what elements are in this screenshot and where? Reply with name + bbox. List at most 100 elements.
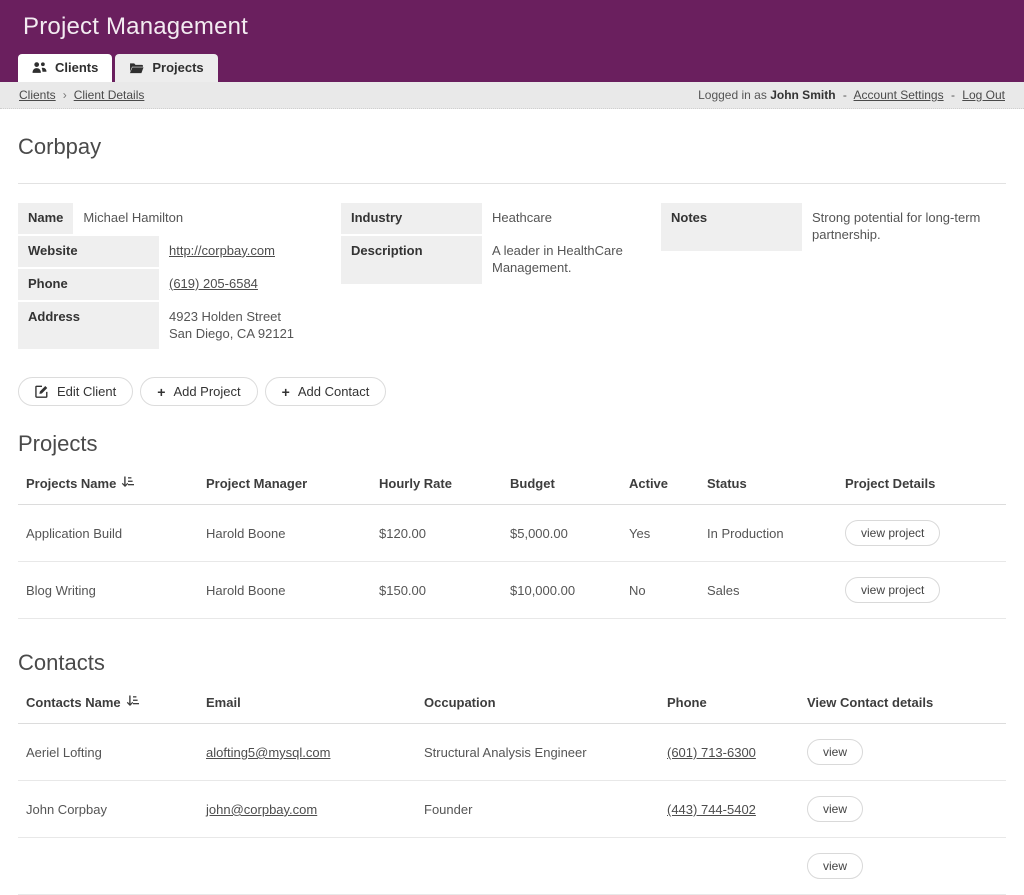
breadcrumb-link-clients[interactable]: Clients <box>19 88 56 102</box>
status: In Production <box>699 504 837 563</box>
contact-email-link[interactable]: alofting5@mysql.com <box>206 744 331 760</box>
hourly-rate: $120.00 <box>371 504 502 563</box>
add-project-button[interactable]: + Add Project <box>140 377 258 407</box>
session-prefix: Logged in as <box>698 88 767 102</box>
phone-link[interactable]: (619) 205-6584 <box>169 275 258 291</box>
contact-email-link[interactable]: john@corpbay.com <box>206 801 318 817</box>
table-row: view <box>18 837 1006 895</box>
folder-open-icon <box>129 62 144 74</box>
project-manager: Harold Boone <box>198 561 371 620</box>
website-link[interactable]: http://corpbay.com <box>169 242 275 258</box>
session-username: John Smith <box>770 88 836 102</box>
button-label: Add Contact <box>297 384 370 400</box>
view-contact-button[interactable]: view <box>807 739 864 766</box>
page-title: Project Management <box>23 13 249 40</box>
column-header: Active <box>621 463 699 506</box>
detail-row-phone: Phone (619) 205-6584 <box>18 268 341 300</box>
contact-occupation: Founder <box>416 780 659 839</box>
topbar: Clients › Client Details Logged in as John… <box>0 82 1024 109</box>
name-label: Name <box>18 203 74 234</box>
phone-label: Phone <box>18 268 159 300</box>
column-header: Project Manager <box>198 463 371 506</box>
budget: $5,000.00 <box>502 504 621 563</box>
table-row: Application Build Harold Boone $120.00 $… <box>18 504 1006 563</box>
active: Yes <box>621 504 699 563</box>
log-out-link[interactable]: Log Out <box>962 88 1005 102</box>
contact-name: Aeriel Lofting <box>18 723 198 782</box>
client-name-heading: Corbpay <box>18 134 102 159</box>
session-info: Logged in as John Smith - Account Settin… <box>698 88 1005 102</box>
button-label: Add Project <box>173 384 241 400</box>
view-project-button[interactable]: view project <box>845 520 941 547</box>
sort-icon[interactable] <box>126 695 139 710</box>
column-header: Phone <box>659 682 799 725</box>
budget: $10,000.00 <box>502 561 621 620</box>
industry-label: Industry <box>341 203 482 234</box>
tab-label: Clients <box>55 60 99 75</box>
projects-table: Projects Name Project Manager Hourly Rat… <box>18 463 1006 620</box>
table-row: John Corpbay john@corpbay.com Founder (4… <box>18 780 1006 839</box>
column-header: Hourly Rate <box>371 463 502 506</box>
hourly-rate: $150.00 <box>371 561 502 620</box>
detail-row-industry: Industry Heathcare <box>341 203 661 234</box>
column-header: Occupation <box>416 682 659 725</box>
tab-label: Projects <box>152 60 204 75</box>
plus-icon: + <box>281 383 290 400</box>
sort-icon[interactable] <box>121 476 135 491</box>
table-row: Blog Writing Harold Boone $150.00 $10,00… <box>18 561 1006 620</box>
contact-phone-link[interactable]: (601) 713-6300 <box>667 744 756 760</box>
notes-label: Notes <box>661 203 802 251</box>
client-details-col-middle: Industry Heathcare Description A leader … <box>341 203 661 351</box>
breadcrumb-link-client-details[interactable]: Client Details <box>73 88 145 102</box>
separator: - <box>842 88 847 102</box>
contact-name <box>18 837 198 895</box>
contacts-header-row: Contacts Name Email Occupation Phone Vie… <box>18 682 1006 725</box>
client-details-col-left: Name Michael Hamilton Website http://cor… <box>18 203 341 351</box>
table-row: Aeriel Lofting alofting5@mysql.com Struc… <box>18 723 1006 782</box>
view-contact-button[interactable]: view <box>807 796 864 823</box>
add-contact-button[interactable]: + Add Contact <box>264 377 387 407</box>
detail-row-website: Website http://corpbay.com <box>18 235 341 267</box>
button-label: Edit Client <box>57 384 117 400</box>
contact-phone-link[interactable]: (443) 744-5402 <box>667 801 756 817</box>
contact-occupation: Structural Analysis Engineer <box>416 723 659 782</box>
detail-row-notes: Notes Strong potential for long-term par… <box>661 203 1006 251</box>
column-header: Projects Name <box>26 476 117 492</box>
contact-phone <box>659 837 799 895</box>
divider <box>18 183 1006 184</box>
edit-icon <box>35 385 49 399</box>
column-header: Status <box>699 463 837 506</box>
column-header: Budget <box>502 463 621 506</box>
app-header: Project Management Clients Projects <box>0 0 1024 82</box>
column-header: Project Details <box>837 463 1006 506</box>
contacts-section-heading: Contacts <box>18 650 105 676</box>
name-value: Michael Hamilton <box>83 210 184 225</box>
address-label: Address <box>18 301 159 350</box>
client-actions: Edit Client + Add Project + Add Contact <box>18 377 1006 407</box>
active: No <box>621 561 699 620</box>
description-label: Description <box>341 235 482 284</box>
project-manager: Harold Boone <box>198 504 371 563</box>
detail-row-description: Description A leader in HealthCare Manag… <box>341 235 661 284</box>
detail-row-name: Name Michael Hamilton <box>18 203 341 234</box>
website-label: Website <box>18 235 159 267</box>
client-details-col-right: Notes Strong potential for long-term par… <box>661 203 1006 351</box>
contact-email <box>198 837 416 895</box>
view-project-button[interactable]: view project <box>845 577 941 604</box>
tab-projects[interactable]: Projects <box>115 54 218 82</box>
contacts-table: Contacts Name Email Occupation Phone Vie… <box>18 682 1006 895</box>
edit-client-button[interactable]: Edit Client <box>18 377 134 407</box>
breadcrumb-separator: › <box>62 88 67 102</box>
notes-value: Strong potential for long-term partnersh… <box>812 210 981 242</box>
client-details: Name Michael Hamilton Website http://cor… <box>18 203 1006 351</box>
description-value: A leader in HealthCare Management. <box>492 242 623 275</box>
tab-bar: Clients Projects <box>18 54 1024 82</box>
project-name: Blog Writing <box>18 561 198 620</box>
tab-clients[interactable]: Clients <box>18 54 113 82</box>
contact-occupation <box>416 837 659 895</box>
project-name: Application Build <box>18 504 198 563</box>
view-contact-button[interactable]: view <box>807 853 864 880</box>
status: Sales <box>699 561 837 620</box>
account-settings-link[interactable]: Account Settings <box>853 88 944 102</box>
main-content: Corbpay Name Michael Hamilton Website ht… <box>0 134 1024 895</box>
